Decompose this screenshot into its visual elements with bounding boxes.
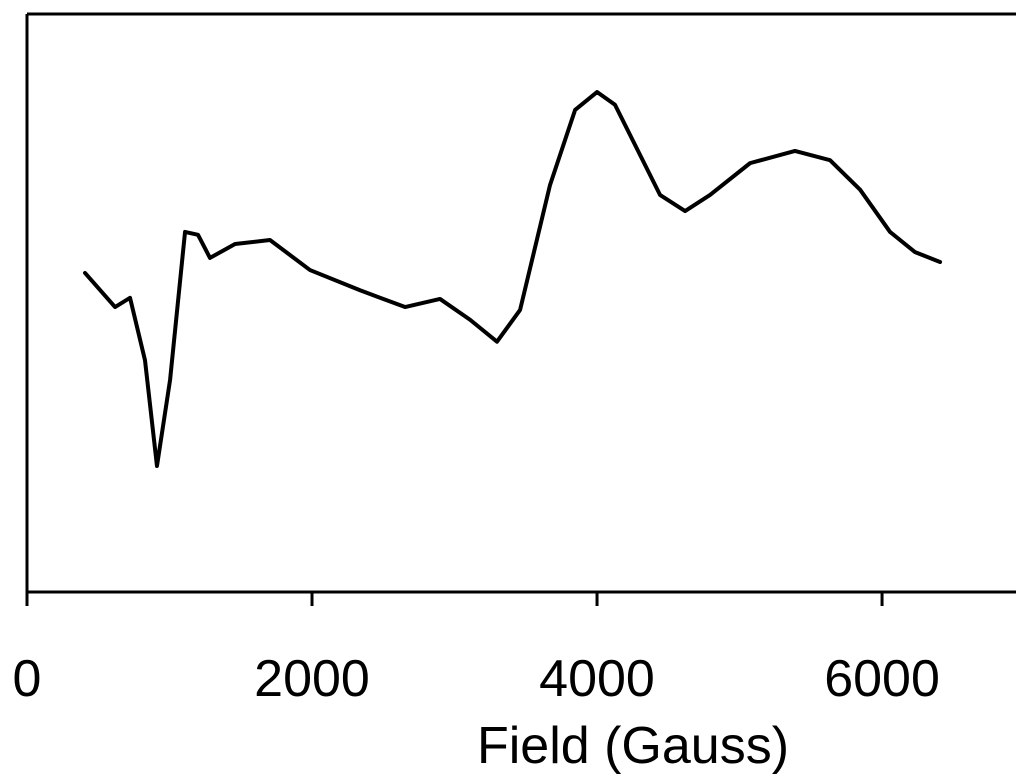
x-tick-label: 6000: [824, 650, 940, 708]
x-tick-label: 0: [13, 650, 42, 708]
x-tick-label: 4000: [539, 650, 655, 708]
data-line: [83, 90, 943, 468]
x-tick-label: 2000: [254, 650, 370, 708]
x-axis-title: Field (Gauss): [477, 717, 789, 775]
